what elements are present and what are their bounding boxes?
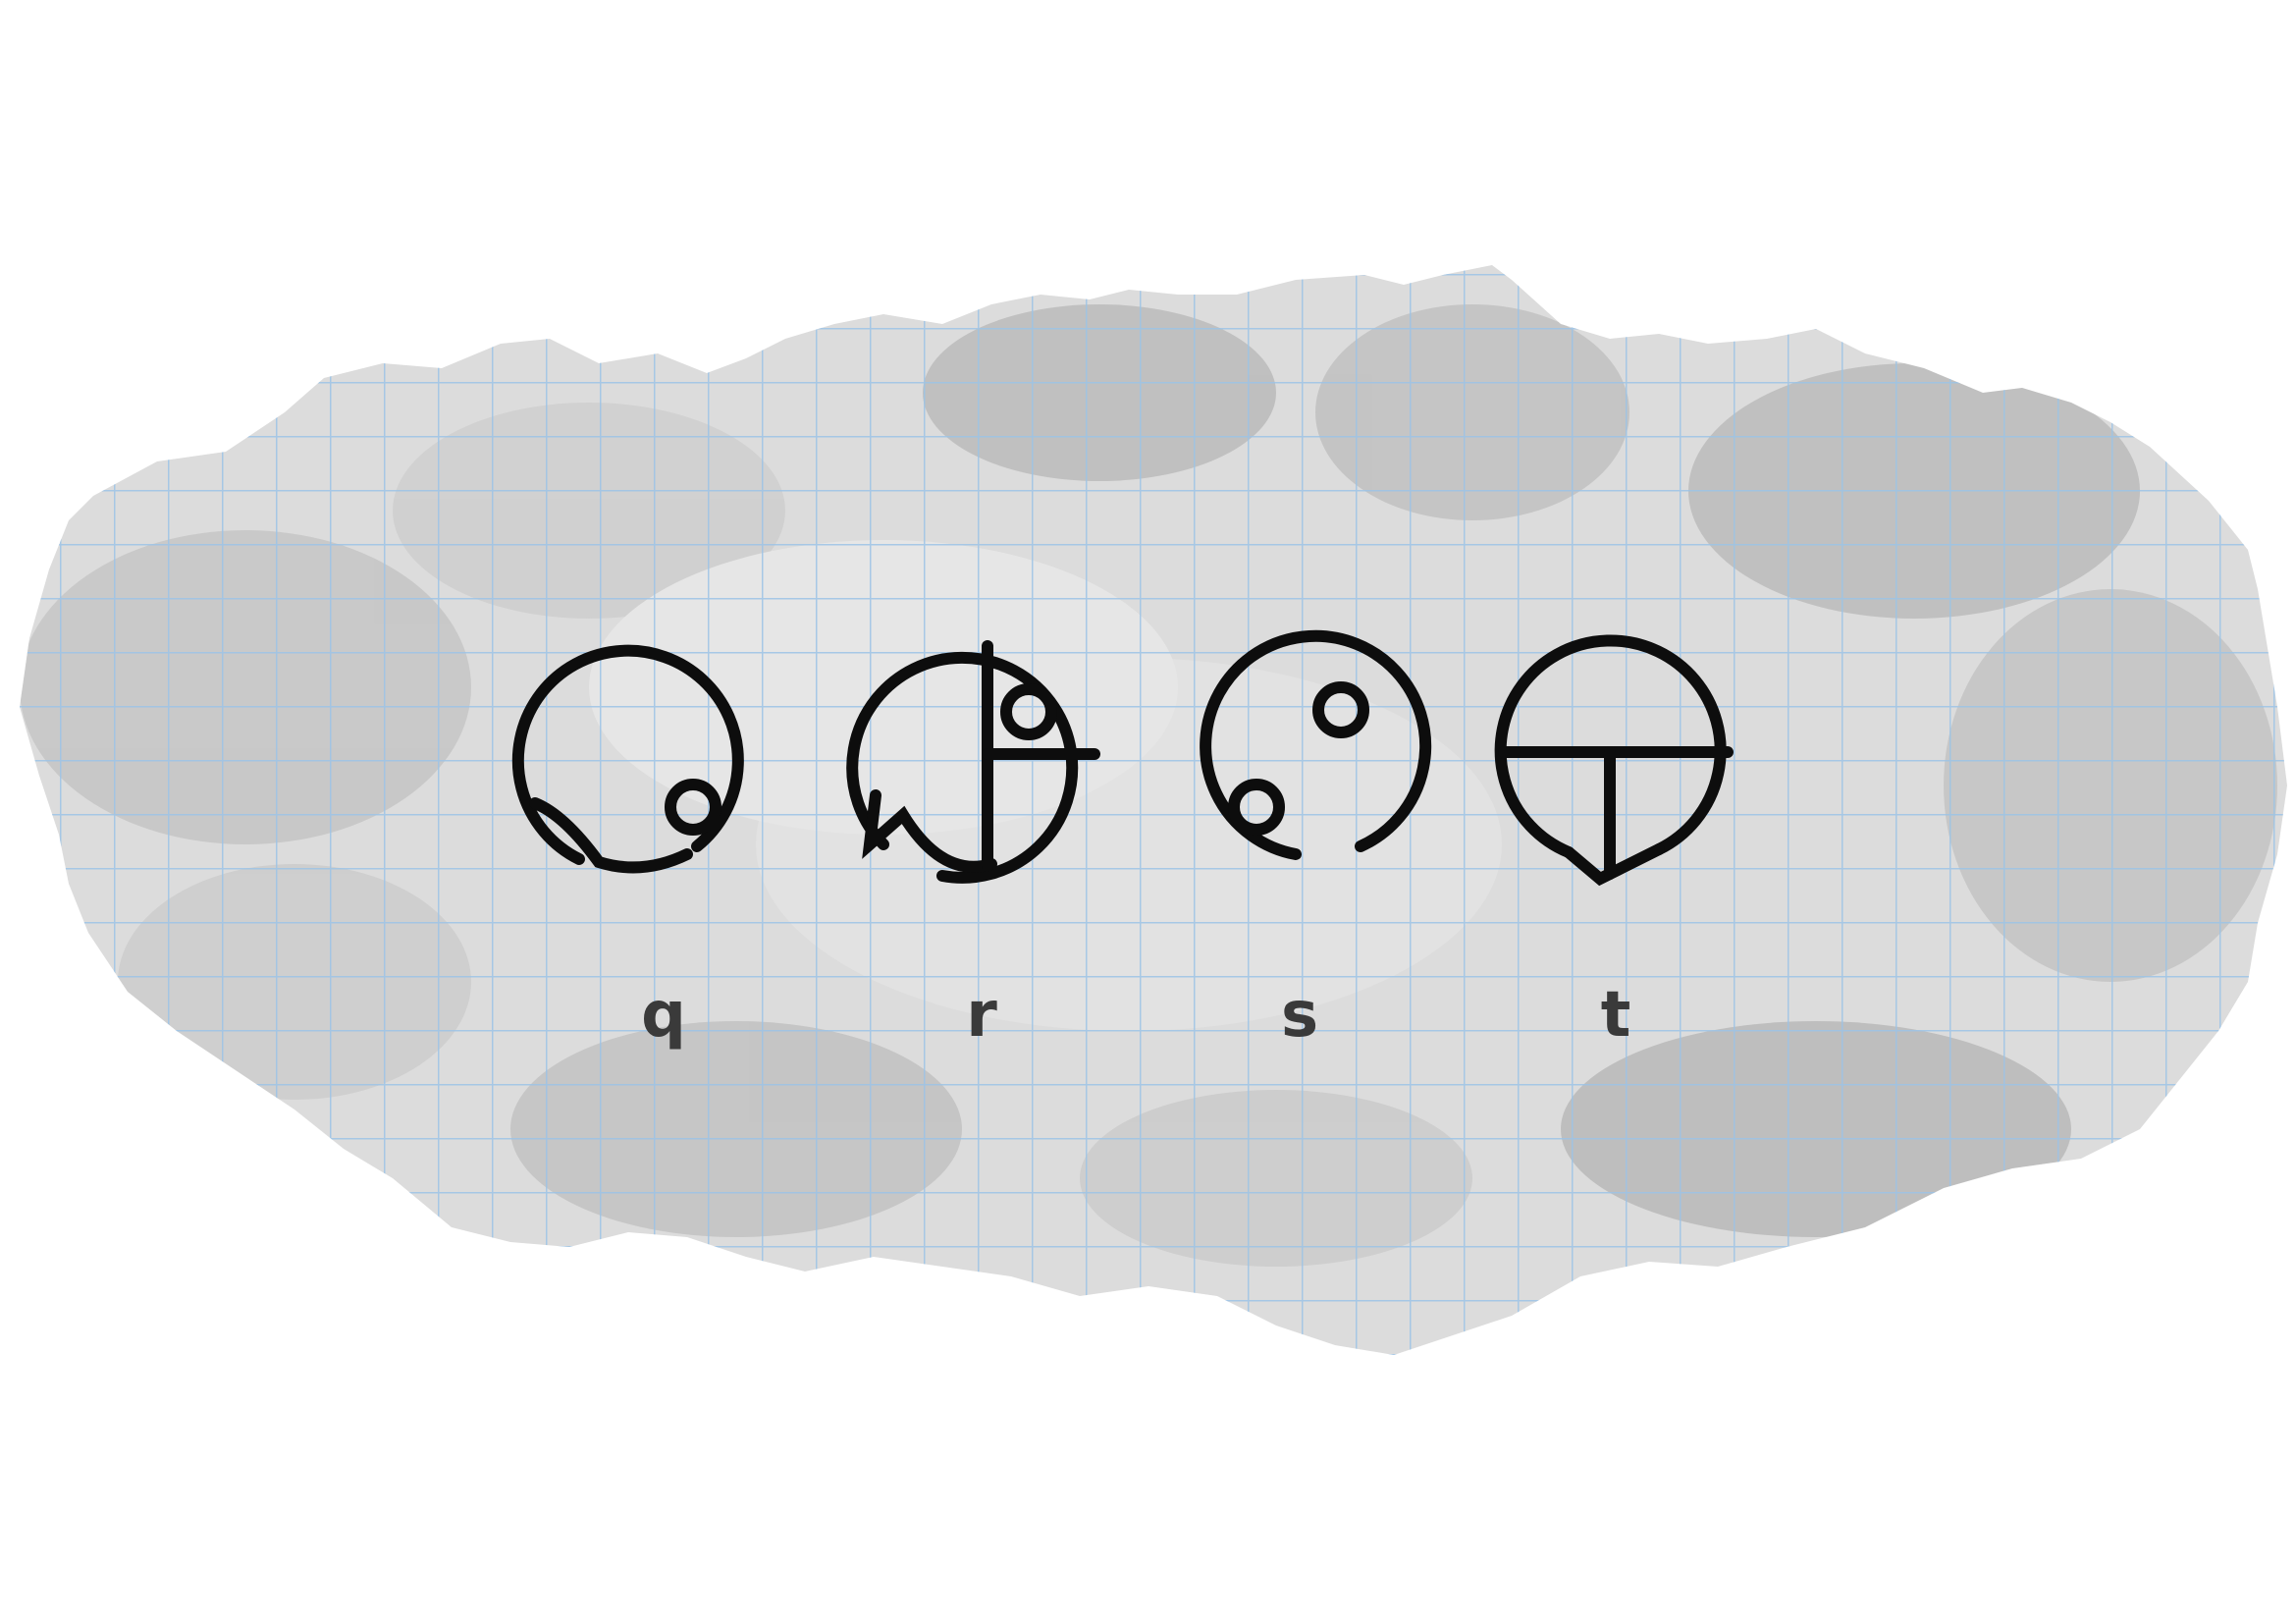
glyph-t-label: t (1601, 979, 1631, 1052)
glyph-s-dot-bottom (1228, 779, 1285, 836)
glyph-t-circle (1494, 634, 1727, 858)
glyph-t (1494, 634, 1734, 887)
glyph-q (511, 644, 744, 874)
glyph-q-tail (529, 797, 693, 874)
glyph-r-circle (846, 651, 1079, 884)
glyph-r (846, 640, 1100, 884)
glyph-s-label: s (1281, 979, 1318, 1052)
glyph-t-tail (1563, 843, 1665, 887)
glyph-s-circle (1200, 629, 1432, 860)
glyph-s (1200, 629, 1432, 860)
glyph-s-dot-top (1312, 681, 1369, 738)
glyph-r-tail (862, 789, 997, 873)
glyph-q-circle (511, 644, 744, 865)
glyph-r-label: r (966, 979, 997, 1052)
glyph-q-label: q (641, 979, 686, 1052)
glyph-r-dot (1000, 683, 1057, 740)
glyph-q-dot (665, 779, 721, 836)
